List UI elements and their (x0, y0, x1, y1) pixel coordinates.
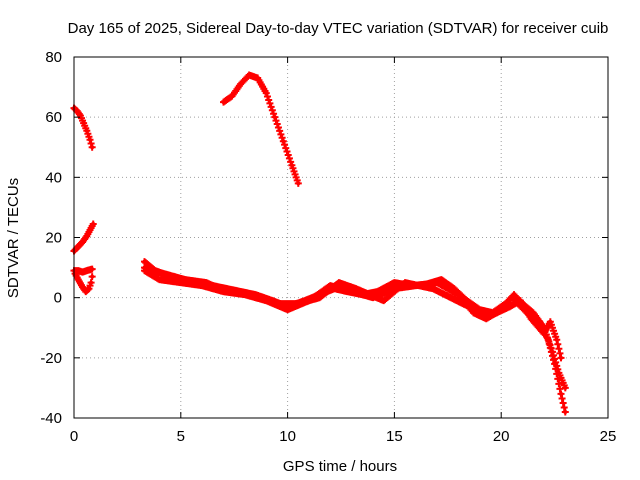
data-point (259, 295, 264, 300)
data-point (90, 274, 95, 279)
data-point (285, 307, 290, 312)
data-point (548, 319, 553, 324)
data-point (435, 280, 440, 285)
series-arc-high-early (70, 104, 96, 151)
x-axis-label: GPS time / hours (283, 458, 397, 475)
x-tick-label: 5 (177, 428, 185, 445)
data-point (91, 221, 96, 226)
data-point (537, 319, 542, 324)
data-point (238, 289, 243, 294)
data-point (247, 73, 252, 78)
data-point (488, 313, 493, 318)
data-point (336, 280, 341, 285)
data-point (80, 270, 85, 275)
data-point (76, 268, 81, 273)
data-point (281, 139, 286, 144)
data-point (317, 295, 322, 300)
data-point (541, 331, 546, 336)
data-point (289, 163, 294, 168)
series-arc-peak (220, 71, 302, 187)
data-point (554, 337, 559, 342)
data-point (563, 409, 568, 414)
chart-title: Day 165 of 2025, Sidereal Day-to-day VTE… (68, 20, 609, 37)
data-point (90, 267, 95, 272)
data-point (78, 113, 83, 118)
x-tick-label: 0 (70, 428, 78, 445)
data-point (161, 271, 166, 276)
data-point (460, 301, 465, 306)
axis-ticks: 0 5 10 15 20 25 -40 -20 0 20 40 60 80 (40, 49, 616, 445)
data-point (264, 91, 269, 96)
data-point (559, 391, 564, 396)
y-tick-label: 0 (54, 290, 62, 307)
data-point (546, 337, 551, 342)
data-series (70, 71, 569, 416)
data-point (563, 385, 568, 390)
data-point (392, 280, 397, 285)
data-marker-trail (140, 258, 569, 392)
data-point (84, 268, 89, 273)
data-point (518, 298, 523, 303)
data-point (76, 277, 81, 282)
data-point (353, 286, 358, 291)
data-point (142, 259, 147, 264)
grid-lines (74, 57, 608, 418)
y-tick-label: 40 (45, 169, 62, 186)
data-point (80, 240, 85, 245)
data-point (272, 115, 277, 120)
x-tick-label: 10 (279, 428, 296, 445)
series-arc-rise-early (70, 220, 97, 255)
data-point (90, 145, 95, 150)
data-point (86, 286, 91, 291)
data-point (277, 301, 282, 306)
data-point (157, 277, 162, 282)
data-point (75, 109, 80, 114)
data-point (84, 128, 89, 133)
data-point (84, 233, 89, 238)
x-tick-label: 15 (386, 428, 403, 445)
y-tick-label: 20 (45, 230, 62, 247)
data-point (529, 316, 534, 321)
data-point (83, 289, 88, 294)
data-point (76, 244, 81, 249)
y-tick-label: 80 (45, 49, 62, 66)
data-point (552, 361, 557, 366)
series-arc-main-a (140, 258, 569, 392)
data-point (183, 277, 188, 282)
y-axis-label: SDTVAR / TECUs (5, 178, 22, 298)
data-marker-trail (140, 264, 565, 362)
x-tick-label: 20 (493, 428, 510, 445)
data-point (296, 301, 301, 306)
y-tick-label: -40 (40, 410, 62, 427)
data-point (238, 82, 243, 87)
data-marker-trail (220, 71, 302, 187)
data-point (509, 295, 514, 300)
data-point (81, 121, 86, 126)
data-point (456, 292, 461, 297)
data-point (204, 280, 209, 285)
data-point (217, 286, 222, 291)
data-point (507, 304, 512, 309)
data-point (80, 285, 85, 290)
data-point (88, 137, 93, 142)
series-arc-main-c (140, 264, 565, 362)
data-point (89, 280, 94, 285)
data-point (559, 355, 564, 360)
x-tick-label: 25 (600, 428, 617, 445)
data-point (142, 265, 147, 270)
data-point (296, 181, 301, 186)
data-point (255, 76, 260, 81)
data-point (221, 100, 226, 105)
y-tick-label: 60 (45, 109, 62, 126)
data-point (430, 286, 435, 291)
data-point (88, 227, 93, 232)
data-point (230, 94, 235, 99)
y-tick-label: -20 (40, 350, 62, 367)
data-point (381, 298, 386, 303)
data-point (403, 280, 408, 285)
series-arc-mid-early (70, 265, 96, 276)
